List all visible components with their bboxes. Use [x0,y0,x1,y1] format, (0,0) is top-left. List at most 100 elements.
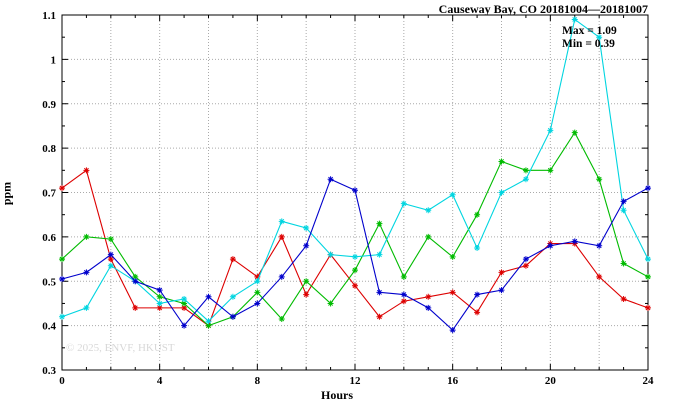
data-point-marker [107,251,114,258]
x-tick-label: 20 [545,375,557,387]
y-tick-label: 0.4 [42,321,56,333]
data-point-marker [547,242,554,249]
data-point-marker [645,185,651,192]
data-point-marker [498,287,505,294]
data-point-marker [59,256,65,263]
data-point-marker [107,256,114,263]
data-point-marker [132,304,139,311]
data-point-marker [547,127,554,134]
data-point-marker [205,322,212,329]
y-tick-label: 0.5 [42,276,56,288]
watermark: © 2025, ENVF, HKUST [66,342,175,354]
data-point-marker [181,300,188,307]
data-point-marker [522,256,529,263]
data-point-marker [498,269,505,276]
data-point-marker [352,187,358,194]
data-point-marker [229,293,236,300]
data-point-marker [156,300,163,307]
data-point-marker [181,304,188,311]
data-point-marker [156,304,163,311]
data-point-marker [400,291,407,298]
data-point-marker [229,313,236,320]
data-point-marker [352,253,358,260]
data-point-marker [571,238,578,245]
data-point-marker [181,296,188,302]
data-point-marker [620,207,627,214]
data-point-marker [205,318,212,325]
data-point-marker [59,276,65,283]
data-point-marker [376,313,383,320]
data-point-marker [327,300,334,307]
x-tick-label: 4 [157,375,163,387]
series-line [61,169,649,327]
data-point-marker [449,253,456,260]
data-point-marker [59,313,65,320]
data-point-marker [596,176,603,183]
data-point-marker [620,198,627,205]
min-label: Min = 0.39 [562,38,615,50]
data-point-marker [620,296,627,302]
x-tick-label: 24 [643,375,655,387]
data-point-marker [156,287,163,294]
data-point-marker [400,298,407,305]
y-tick-label: 0.9 [42,99,56,111]
y-tick-label: 1.1 [42,10,56,22]
data-point-marker [352,267,358,274]
data-point-marker [474,244,481,251]
data-point-marker [254,273,261,280]
data-point-marker [278,218,285,225]
data-point-marker [620,260,627,267]
data-point-marker [352,282,358,289]
data-point-marker [400,200,407,207]
data-point-marker [449,191,456,198]
data-point-marker [522,176,529,183]
chart-title: Causeway Bay, CO 20181004—20181007 [438,2,648,16]
series-cyan [59,16,651,325]
data-point-marker [254,289,261,296]
y-tick-label: 0.7 [42,188,56,200]
data-point-marker [547,167,554,174]
series-line [61,131,649,327]
data-point-marker [278,315,285,322]
series-blue [59,176,651,334]
data-point-marker [645,304,651,311]
x-tick-label: 16 [447,375,459,387]
data-point-marker [474,211,481,218]
data-point-marker [425,304,432,311]
data-point-marker [327,251,334,258]
data-point-marker [327,176,334,183]
data-point-marker [132,278,139,285]
data-point-marker [376,289,383,296]
data-point-marker [474,291,481,298]
data-point-marker [425,293,432,300]
data-point-marker [376,251,383,258]
data-point-marker [107,236,114,243]
data-point-marker [132,273,139,280]
data-point-marker [425,207,432,214]
data-point-marker [522,262,529,269]
data-point-marker [107,262,114,269]
data-point-marker [596,242,603,249]
series-green [59,129,651,329]
data-point-marker [181,322,188,329]
data-point-marker [645,273,651,280]
axis-ticks [61,14,649,371]
data-point-marker [83,167,90,174]
data-point-marker [645,256,651,263]
data-point-marker [156,293,163,300]
y-tick-label: 1 [51,54,57,66]
x-tick-label: 8 [255,375,261,387]
data-point-marker [83,233,90,240]
data-point-marker [229,256,236,263]
data-point-marker [303,225,310,231]
data-point-marker [278,273,285,280]
data-point-marker [303,242,310,249]
max-label: Max = 1.09 [562,25,617,37]
y-tick-label: 0.6 [42,232,56,244]
data-point-marker [254,278,261,285]
data-point-marker [59,185,65,192]
data-point-marker [596,34,603,41]
data-point-marker [303,291,310,298]
